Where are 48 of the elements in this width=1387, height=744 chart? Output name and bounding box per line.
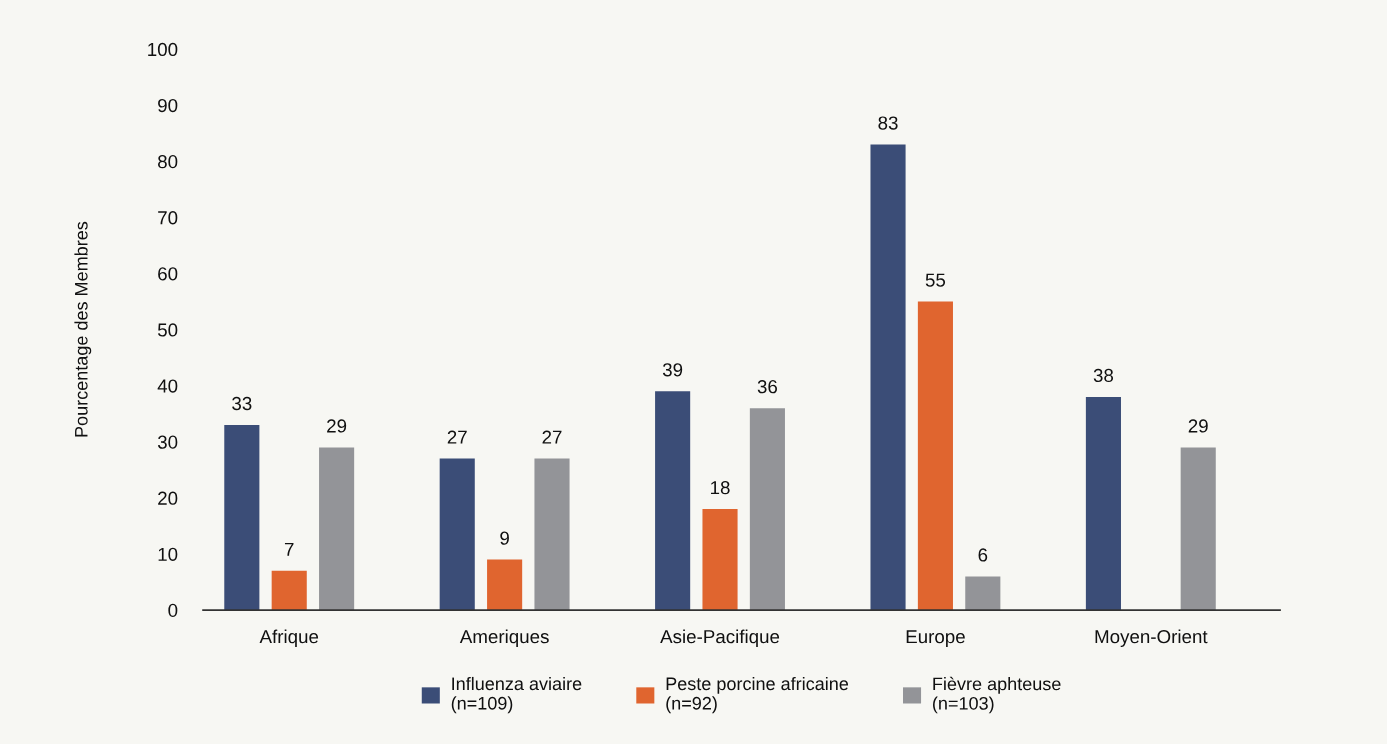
data-label: 6 xyxy=(978,548,988,562)
x-tick-label: Moyen-Orient xyxy=(1095,629,1208,647)
data-label: 29 xyxy=(1188,419,1208,433)
data-label: 7 xyxy=(284,542,294,556)
bar xyxy=(702,509,738,611)
bar xyxy=(319,447,355,611)
data-label: 38 xyxy=(1093,368,1114,383)
data-label: 55 xyxy=(925,273,946,287)
x-tick-label: Ameriques xyxy=(459,629,549,647)
bar xyxy=(749,408,785,611)
data-label: 18 xyxy=(711,481,730,495)
y-tick-label: 30 xyxy=(157,435,178,449)
data-label: 83 xyxy=(878,116,898,130)
y-tick-label: 90 xyxy=(158,98,178,113)
data-label: 27 xyxy=(542,430,562,444)
data-label: 33 xyxy=(232,396,252,411)
y-tick-label: 80 xyxy=(158,155,178,169)
bar xyxy=(917,301,953,611)
y-tick-label: 70 xyxy=(158,211,178,225)
x-tick-label: Europe xyxy=(906,630,965,647)
bar xyxy=(487,559,523,611)
y-tick-label: 10 xyxy=(158,547,178,561)
bar xyxy=(1180,447,1216,611)
data-label: 27 xyxy=(447,430,467,444)
x-tick-label: Afrique xyxy=(259,629,319,647)
bar xyxy=(965,576,1001,611)
y-tick-label: 40 xyxy=(157,379,178,393)
legend-label: Fièvre aphteuse (n=103) xyxy=(933,676,1061,714)
bar xyxy=(534,458,570,611)
y-tick-label: 20 xyxy=(158,491,178,505)
y-tick-label: 100 xyxy=(148,42,178,57)
bar xyxy=(224,424,260,611)
data-label: 29 xyxy=(327,419,347,433)
legend-label: Peste porcine africaine (n=92) xyxy=(666,676,849,714)
x-tick-label: Asie-Pacifique xyxy=(660,629,780,647)
y-tick-label: 50 xyxy=(157,323,178,337)
bar xyxy=(439,458,475,611)
legend-label: Influenza aviaire (n=109) xyxy=(451,676,582,714)
bar xyxy=(870,144,906,611)
bar xyxy=(655,391,691,611)
data-label: 36 xyxy=(757,380,778,394)
y-tick-label: 60 xyxy=(158,267,178,281)
y-axis-title: Pourcentage des Membres xyxy=(74,221,92,437)
data-label: 39 xyxy=(662,363,683,377)
bar xyxy=(271,570,307,611)
bar xyxy=(1085,396,1121,611)
y-tick-label: 0 xyxy=(168,603,178,618)
data-label: 9 xyxy=(500,531,509,545)
